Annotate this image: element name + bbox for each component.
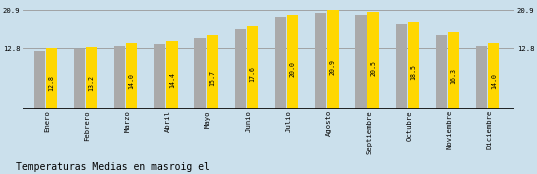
- Text: 13.2: 13.2: [89, 75, 95, 91]
- Text: 15.7: 15.7: [209, 70, 215, 86]
- Bar: [154, 44, 165, 109]
- Text: 18.5: 18.5: [410, 64, 416, 80]
- Bar: [33, 51, 45, 109]
- Text: 14.0: 14.0: [129, 73, 135, 89]
- Bar: [126, 43, 137, 109]
- Bar: [194, 38, 206, 109]
- Bar: [46, 48, 57, 109]
- Bar: [287, 15, 298, 109]
- Text: Temperaturas Medias en masroig el: Temperaturas Medias en masroig el: [16, 162, 210, 172]
- Bar: [408, 22, 419, 109]
- Text: 20.5: 20.5: [370, 60, 376, 76]
- Bar: [488, 43, 499, 109]
- Bar: [166, 41, 178, 109]
- Bar: [114, 46, 125, 109]
- Bar: [327, 10, 338, 109]
- Bar: [355, 15, 367, 109]
- Bar: [396, 24, 407, 109]
- Bar: [476, 46, 488, 109]
- Text: 14.0: 14.0: [491, 73, 497, 89]
- Bar: [207, 35, 218, 109]
- Bar: [235, 29, 246, 109]
- Text: 20.0: 20.0: [289, 61, 296, 77]
- Text: 12.8: 12.8: [48, 75, 54, 91]
- Bar: [247, 26, 258, 109]
- Bar: [86, 47, 97, 109]
- Text: 20.9: 20.9: [330, 59, 336, 75]
- Bar: [367, 12, 379, 109]
- Bar: [436, 35, 447, 109]
- Bar: [275, 17, 286, 109]
- Bar: [448, 32, 459, 109]
- Text: 14.4: 14.4: [169, 72, 175, 88]
- Bar: [315, 13, 326, 109]
- Text: 16.3: 16.3: [451, 68, 456, 84]
- Bar: [74, 49, 85, 109]
- Text: 17.6: 17.6: [249, 66, 256, 82]
